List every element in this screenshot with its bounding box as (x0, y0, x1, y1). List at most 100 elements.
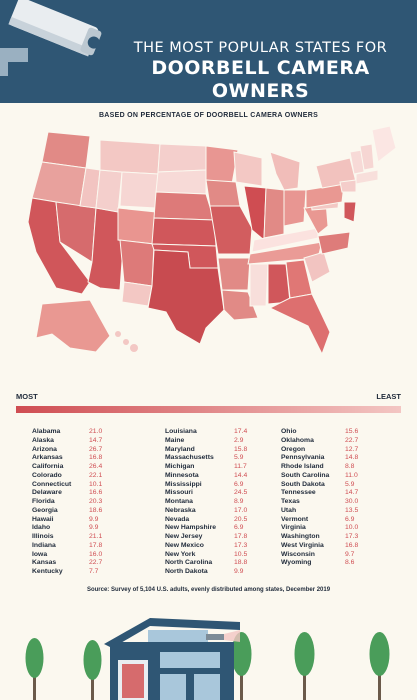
tree-icon (25, 638, 44, 700)
state-name: Kansas (32, 559, 57, 567)
state-value: 17.4 (234, 428, 248, 435)
state-value: 15.8 (234, 445, 248, 453)
state-value: 9.9 (89, 515, 99, 523)
state-row: Minnesota 14.4 (165, 472, 247, 481)
state-row: Arkansas 16.8 (32, 454, 102, 463)
state-name: Indiana (32, 541, 56, 549)
state-row: Alabama 21.0 (32, 428, 102, 437)
tree-icon (294, 632, 315, 700)
state-name: Iowa (32, 550, 48, 558)
us-map (27, 125, 397, 356)
state-name: Louisiana (165, 428, 197, 435)
state-row: Washington 17.3 (281, 533, 358, 542)
state-row: Delaware 16.6 (32, 489, 102, 498)
tree-icon (369, 632, 390, 700)
state-value: 17.0 (234, 506, 248, 514)
state-value: 10.1 (89, 480, 103, 488)
state-row: Arizona 26.7 (32, 446, 102, 455)
state-value: 22.7 (89, 559, 103, 567)
state-value: 10.5 (234, 550, 248, 558)
state-value: 26.4 (89, 463, 103, 470)
state-row: Missouri 24.5 (165, 489, 247, 498)
state-value: 16.6 (89, 489, 103, 497)
state-value: 26.7 (89, 445, 103, 453)
state-value: 14.7 (345, 489, 359, 497)
state-name: California (32, 463, 64, 470)
state-name: Montana (165, 498, 193, 505)
state-value: 14.4 (234, 471, 248, 479)
state-value: 16.8 (345, 541, 359, 549)
state-value: 15.6 (345, 428, 359, 435)
state-name: Utah (281, 506, 297, 514)
state-value: 13.5 (345, 506, 359, 514)
state-value: 6.9 (234, 480, 244, 488)
title-owners: OWNERS (211, 80, 310, 102)
state-value: 17.8 (89, 541, 103, 549)
state-row: Pennsylvania 14.8 (281, 454, 358, 463)
state-name: Oklahoma (281, 436, 314, 444)
state-row: Tennessee 14.7 (281, 489, 358, 498)
state-name: Illinois (32, 533, 54, 540)
state-value: 16.0 (89, 550, 103, 558)
state-row: Indiana 17.8 (32, 542, 102, 551)
security-camera-icon (0, 0, 102, 76)
state-name: New Mexico (165, 541, 204, 549)
state-value: 16.8 (89, 454, 103, 462)
state-row: Connecticut 10.1 (32, 481, 102, 490)
state-value: 14.8 (345, 454, 359, 462)
state-name: Maine (165, 436, 185, 444)
state-name: Michigan (165, 463, 195, 470)
state-value: 8.9 (234, 498, 244, 505)
state-value: 9.9 (234, 568, 244, 575)
state-column-3: Ohio 15.6 Oklahoma 22.7 Oregon 12.7 Pennsyl… (281, 428, 358, 568)
state-name: Virginia (281, 524, 306, 532)
state-name: Arkansas (32, 454, 63, 462)
state-row: North Carolina 18.8 (165, 559, 247, 568)
state-name: Tennessee (281, 489, 316, 497)
state-name: Oregon (281, 445, 306, 453)
state-row: Montana 8.9 (165, 498, 247, 507)
state-row: Georgia 18.6 (32, 507, 102, 516)
title-line-1: THE MOST POPULAR STATES FOR (133, 40, 388, 56)
state-name: Colorado (32, 471, 62, 479)
state-name: West Virginia (281, 541, 324, 549)
state-name: New Hampshire (165, 524, 216, 532)
state-value: 21.0 (89, 428, 103, 435)
state-row: Nebraska 17.0 (165, 507, 247, 516)
state-name: Nebraska (165, 506, 196, 514)
state-row: Oklahoma 22.7 (281, 437, 358, 446)
state-value: 14.7 (89, 436, 103, 444)
state-name: Florida (32, 498, 55, 505)
state-value: 22.1 (89, 471, 103, 479)
state-value: 30.0 (345, 498, 359, 505)
state-value: 18.8 (234, 559, 248, 567)
state-row: Utah 13.5 (281, 507, 358, 516)
state-value: 12.7 (345, 445, 359, 453)
state-row: North Dakota 9.9 (165, 568, 247, 577)
state-value: 18.6 (89, 506, 103, 514)
state-row: Maine 2.9 (165, 437, 247, 446)
state-name: Alaska (32, 436, 54, 444)
tree-icon (83, 640, 102, 700)
state-value: 8.6 (345, 559, 355, 567)
state-value: 9.7 (345, 550, 355, 558)
state-name: Hawaii (32, 515, 54, 523)
state-value: 17.3 (345, 533, 359, 540)
tree-icon (231, 632, 252, 700)
state-name: Arizona (32, 445, 57, 453)
state-column-1: Alabama 21.0 Alaska 14.7 Arizona 26.7 Arkan… (32, 428, 102, 577)
state-name: North Dakota (165, 568, 208, 575)
state-name: Vermont (281, 515, 309, 523)
state-name: New Jersey (165, 533, 203, 540)
state-name: Idaho (32, 524, 51, 532)
state-value: 20.5 (234, 515, 248, 523)
state-row: Hawaii 9.9 (32, 516, 102, 525)
state-row: Vermont 6.9 (281, 516, 358, 525)
state-name: Pennsylvania (281, 454, 325, 462)
state-row: Iowa 16.0 (32, 551, 102, 560)
state-value: 2.9 (234, 436, 244, 444)
state-name: Wisconsin (281, 550, 315, 558)
state-row: New York 10.5 (165, 551, 247, 560)
state-name: Alabama (32, 428, 61, 435)
state-row: Maryland 15.8 (165, 446, 247, 455)
